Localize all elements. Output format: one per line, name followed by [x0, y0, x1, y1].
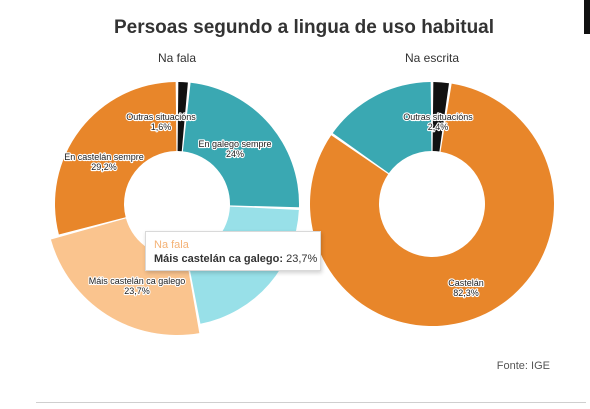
data-label-castelan: Castelán 82,3% [448, 278, 484, 298]
tooltip: Na fala Máis castelán ca galego: 23,7% [145, 231, 321, 271]
subtitle-na-fala: Na fala [158, 51, 196, 65]
data-label-value: 2,4% [428, 122, 449, 132]
slice-galego[interactable] [332, 82, 432, 174]
data-label-en-galego-sempre: En galego sempre 24% [198, 139, 271, 159]
data-label-name: En galego sempre [198, 139, 271, 149]
data-label-outras-situacions: Outras situacións 2,4% [403, 112, 473, 132]
source-label: Fonte: IGE [497, 360, 550, 372]
data-label-mais-castelan-ca-galego: Máis castelán ca galego 23,7% [89, 276, 186, 296]
bottom-rule [36, 402, 586, 403]
slice-en-castelan-sempre[interactable] [54, 82, 177, 235]
tooltip-value: 23,7% [286, 253, 318, 265]
chart-title: Persoas segundo a lingua de uso habitual [114, 17, 494, 38]
data-label-name: Máis castelán ca galego [89, 276, 186, 286]
data-label-value: 24% [226, 149, 244, 159]
subtitle-na-escrita: Na escrita [405, 51, 459, 65]
data-label-name: Castelán [448, 278, 484, 288]
data-label-name: Outras situacións [126, 112, 196, 122]
data-label-value: 1,6% [151, 122, 172, 132]
slice-mais-castelan-ca-galego[interactable] [50, 218, 200, 335]
tooltip-colon: : [279, 253, 287, 265]
data-label-value: 82,3% [453, 288, 479, 298]
data-label-value: 23,7% [124, 286, 150, 296]
slice-outras-situacions[interactable] [432, 82, 449, 152]
tooltip-label: Máis castelán ca galego [154, 253, 280, 265]
slice-castelan[interactable] [309, 83, 554, 326]
data-label-en-castelan-sempre: En castelán sempre 29,2% [64, 152, 144, 172]
slice-outras-situacions[interactable] [177, 82, 188, 152]
slice-en-galego-sempre[interactable] [182, 82, 300, 208]
edge-mark [584, 0, 590, 34]
data-label-name: Outras situacións [403, 112, 473, 122]
data-label-value: 29,2% [91, 162, 117, 172]
tooltip-series: Na fala [154, 239, 189, 251]
donut-na-escrita: Outras situacións 2,4% Castelán 82,3% [309, 82, 554, 326]
donut-na-fala: Outras situacións 1,6%En galego sempre 24%… [50, 82, 300, 335]
tooltip-body: Máis castelán ca galego: 23,7% [154, 252, 320, 267]
data-label-name: En castelán sempre [64, 152, 144, 162]
data-label-outras-situacions: Outras situacións 1,6% [126, 112, 196, 132]
